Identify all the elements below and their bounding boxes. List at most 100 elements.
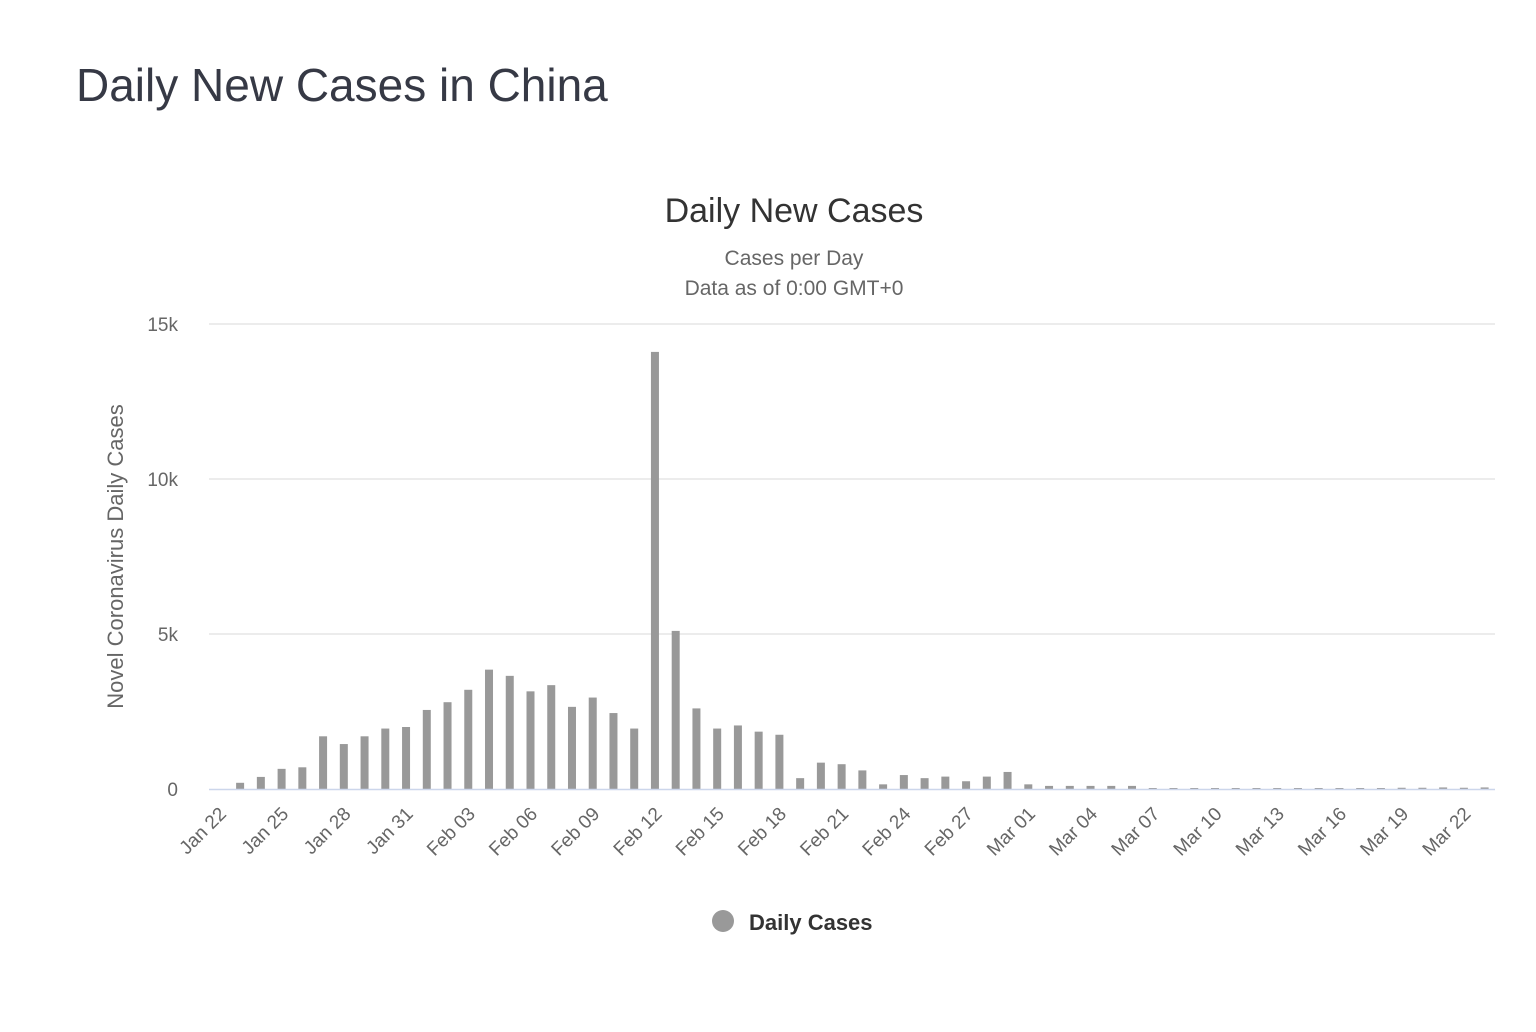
x-tick-label: Mar 13 (1232, 804, 1289, 861)
bar[interactable] (609, 713, 618, 789)
chart-title: Daily New Cases (665, 192, 924, 230)
bar[interactable] (1376, 788, 1385, 789)
bar[interactable] (485, 669, 494, 789)
bar[interactable] (1128, 785, 1137, 789)
bar[interactable] (1418, 787, 1427, 789)
x-tick-label: Mar 10 (1170, 804, 1227, 861)
bar[interactable] (236, 782, 245, 789)
y-tick-label: 10k (147, 470, 178, 491)
page-title: Daily New Cases in China (76, 59, 608, 111)
x-tick-label: Feb 03 (423, 804, 480, 861)
bar[interactable] (713, 728, 722, 789)
y-axis-label: Novel Coronavirus Daily Cases (103, 404, 128, 708)
bar[interactable] (567, 706, 576, 789)
bar[interactable] (733, 725, 742, 789)
bar[interactable] (1439, 787, 1448, 789)
x-tick-label: Feb 18 (734, 804, 791, 861)
bar[interactable] (422, 709, 431, 789)
bar[interactable] (650, 351, 659, 789)
x-tick-label: Feb 09 (548, 804, 605, 861)
bar[interactable] (1293, 788, 1302, 789)
daily-new-cases-chart: Daily New Cases Cases per Day Data as of… (0, 170, 1536, 970)
bar[interactable] (1356, 788, 1365, 789)
bar[interactable] (858, 770, 867, 789)
bar[interactable] (941, 776, 950, 789)
bar[interactable] (1210, 788, 1219, 789)
x-tick-label: Feb 15 (672, 804, 729, 861)
bar[interactable] (754, 731, 763, 789)
bar[interactable] (899, 775, 908, 789)
x-tick-label: Feb 27 (921, 804, 978, 861)
bar[interactable] (256, 776, 265, 789)
x-tick-label: Mar 16 (1294, 804, 1351, 861)
x-tick-label: Jan 28 (300, 804, 355, 859)
y-tick-label: 5k (158, 625, 179, 646)
bar[interactable] (1252, 788, 1261, 789)
x-tick-label: Mar 01 (983, 804, 1040, 861)
bar[interactable] (1335, 788, 1344, 789)
bar[interactable] (1003, 771, 1012, 789)
bar[interactable] (1024, 784, 1033, 789)
bar[interactable] (796, 778, 805, 789)
bar[interactable] (298, 767, 307, 789)
bar[interactable] (1148, 788, 1157, 789)
x-tick-label: Feb 21 (796, 804, 853, 861)
bar[interactable] (1107, 785, 1116, 789)
legend-label[interactable]: Daily Cases (749, 910, 873, 935)
bar[interactable] (1397, 787, 1406, 789)
chart-subtitle-line-1: Cases per Day (725, 247, 864, 270)
bar[interactable] (588, 697, 597, 789)
bar[interactable] (1065, 785, 1074, 789)
bar[interactable] (962, 781, 971, 789)
bar[interactable] (837, 764, 846, 789)
y-axis-ticks: 0 5k 10k 15k (147, 315, 178, 801)
chart-svg: Daily New Cases Cases per Day Data as of… (103, 192, 1495, 935)
legend-marker[interactable] (712, 910, 734, 932)
bar[interactable] (775, 734, 784, 789)
bar[interactable] (339, 744, 348, 789)
bar[interactable] (526, 691, 535, 789)
bar[interactable] (402, 727, 411, 789)
bar[interactable] (547, 685, 556, 789)
bar[interactable] (1314, 788, 1323, 789)
x-tick-label: Jan 31 (362, 804, 417, 859)
legend[interactable]: Daily Cases (712, 910, 873, 935)
bar[interactable] (443, 702, 452, 789)
x-tick-label: Mar 07 (1108, 804, 1165, 861)
x-tick-label: Mar 04 (1045, 803, 1102, 860)
bar[interactable] (1045, 785, 1054, 789)
bar[interactable] (1480, 787, 1489, 789)
bar[interactable] (816, 762, 825, 789)
x-tick-label: Feb 12 (610, 804, 667, 861)
bars (236, 351, 1489, 789)
bar[interactable] (879, 784, 888, 789)
bar[interactable] (630, 728, 639, 789)
bar[interactable] (1459, 787, 1468, 789)
chart-subtitle-line-2: Data as of 0:00 GMT+0 (685, 277, 904, 300)
x-tick-label: Feb 24 (859, 803, 916, 860)
bar[interactable] (1086, 785, 1095, 789)
x-tick-label: Jan 25 (238, 804, 293, 859)
bar[interactable] (1190, 788, 1199, 789)
bar[interactable] (982, 776, 991, 789)
bar[interactable] (1231, 788, 1240, 789)
bar[interactable] (464, 689, 473, 789)
bar[interactable] (319, 736, 328, 789)
bar[interactable] (381, 728, 390, 789)
y-tick-label: 15k (147, 315, 178, 336)
bar[interactable] (671, 630, 680, 789)
x-tick-label: Mar 22 (1419, 804, 1476, 861)
x-axis-ticks: Jan 22 Jan 25 Jan 28 Jan 31 Feb 03 Feb 06 Feb … (176, 803, 1476, 860)
bar[interactable] (1169, 788, 1178, 789)
bar[interactable] (505, 675, 514, 789)
y-tick-label: 0 (167, 780, 178, 801)
bar[interactable] (360, 736, 369, 789)
bar[interactable] (920, 778, 929, 789)
x-tick-label: Jan 22 (176, 804, 231, 859)
bar[interactable] (692, 708, 701, 789)
x-tick-label: Mar 19 (1357, 804, 1414, 861)
x-tick-label: Feb 06 (485, 804, 542, 861)
bar[interactable] (1273, 788, 1282, 789)
grid-lines (209, 323, 1495, 635)
bar[interactable] (277, 768, 286, 789)
